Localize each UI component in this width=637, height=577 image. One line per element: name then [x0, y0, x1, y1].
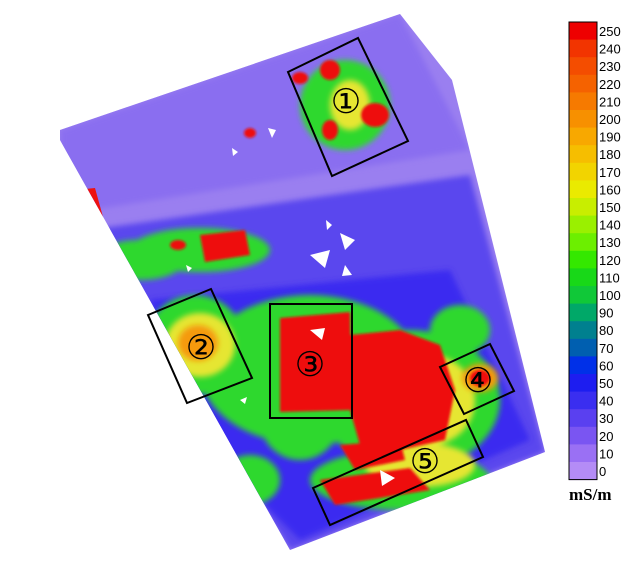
zone-labels: ① ② ③ ④ ⑤ — [186, 83, 493, 481]
zone-box-2 — [146, 287, 254, 405]
zone-label-4: ④ — [463, 362, 493, 400]
low-band-upper — [60, 14, 470, 215]
zone-box-1 — [286, 36, 410, 178]
legend-swatch — [569, 286, 597, 305]
legend-swatch — [569, 162, 597, 181]
legend-swatch — [569, 303, 597, 322]
legend-tick-label: 10 — [599, 446, 613, 461]
red-anomalies — [170, 60, 490, 505]
legend-tick-label: 210 — [599, 94, 621, 109]
legend-tick-label: 70 — [599, 341, 613, 356]
legend-tick-label: 40 — [599, 394, 613, 409]
legend-swatch — [569, 127, 597, 146]
legend-tick-label: 140 — [599, 218, 621, 233]
legend-swatch — [569, 426, 597, 445]
legend-tick-label: 120 — [599, 253, 621, 268]
legend-swatch — [569, 180, 597, 199]
zone-box-5 — [311, 418, 485, 527]
legend-swatch — [569, 92, 597, 111]
legend-swatch — [569, 338, 597, 357]
legend-tick-label: 110 — [599, 270, 620, 285]
legend-tick-label: 170 — [599, 165, 621, 180]
zone-label-1: ① — [331, 83, 361, 121]
zone-box-3 — [269, 303, 353, 419]
legend-tick-label: 150 — [599, 200, 621, 215]
legend-tick-label: 60 — [599, 358, 613, 373]
legend-tick-label: 30 — [599, 411, 613, 426]
color-legend: 2502402302202102001901801701601501401301… — [568, 21, 621, 481]
legend-swatch — [569, 57, 597, 76]
legend-tick-label: 200 — [599, 112, 621, 127]
zone-label-5: ⑤ — [410, 443, 440, 481]
legend-swatch — [569, 110, 597, 129]
no-data-gaps — [186, 128, 395, 486]
legend-tick-label: 180 — [599, 147, 621, 162]
legend-swatch — [569, 39, 597, 58]
legend-swatch — [569, 22, 597, 41]
legend-swatch — [569, 321, 597, 340]
zone-boxes — [146, 36, 516, 527]
legend-swatch — [569, 145, 597, 164]
legend-tick-label: 90 — [599, 306, 613, 321]
legend-swatch — [569, 374, 597, 393]
legend-tick-label: 190 — [599, 130, 621, 145]
legend-swatch — [569, 444, 597, 463]
legend-swatch — [569, 409, 597, 428]
legend-swatch — [569, 391, 597, 410]
legend-swatch — [569, 74, 597, 93]
zone-label-2: ② — [186, 329, 216, 367]
legend-tick-label: 130 — [599, 235, 621, 250]
legend-swatch — [569, 215, 597, 234]
legend-tick-label: 230 — [599, 59, 621, 74]
legend-unit-label: mS/m — [569, 485, 612, 504]
legend-tick-label: 100 — [599, 288, 621, 303]
legend-frame — [568, 21, 598, 481]
legend-swatch — [569, 250, 597, 269]
legend-swatch — [569, 198, 597, 217]
legend-swatch — [569, 462, 597, 481]
legend-swatch — [569, 233, 597, 252]
legend-tick-label: 240 — [599, 42, 621, 57]
legend-tick-label: 220 — [599, 77, 621, 92]
legend-tick-label: 80 — [599, 323, 613, 338]
legend-tick-label: 160 — [599, 182, 621, 197]
legend-swatch — [569, 268, 597, 287]
legend-tick-label: 50 — [599, 376, 613, 391]
legend-tick-label: 250 — [599, 24, 621, 39]
zone-box-4 — [438, 342, 516, 416]
legend-tick-label: 20 — [599, 429, 613, 444]
zone-label-3: ③ — [295, 346, 325, 384]
legend-tick-label: 0 — [599, 464, 606, 479]
legend-swatch — [569, 356, 597, 375]
